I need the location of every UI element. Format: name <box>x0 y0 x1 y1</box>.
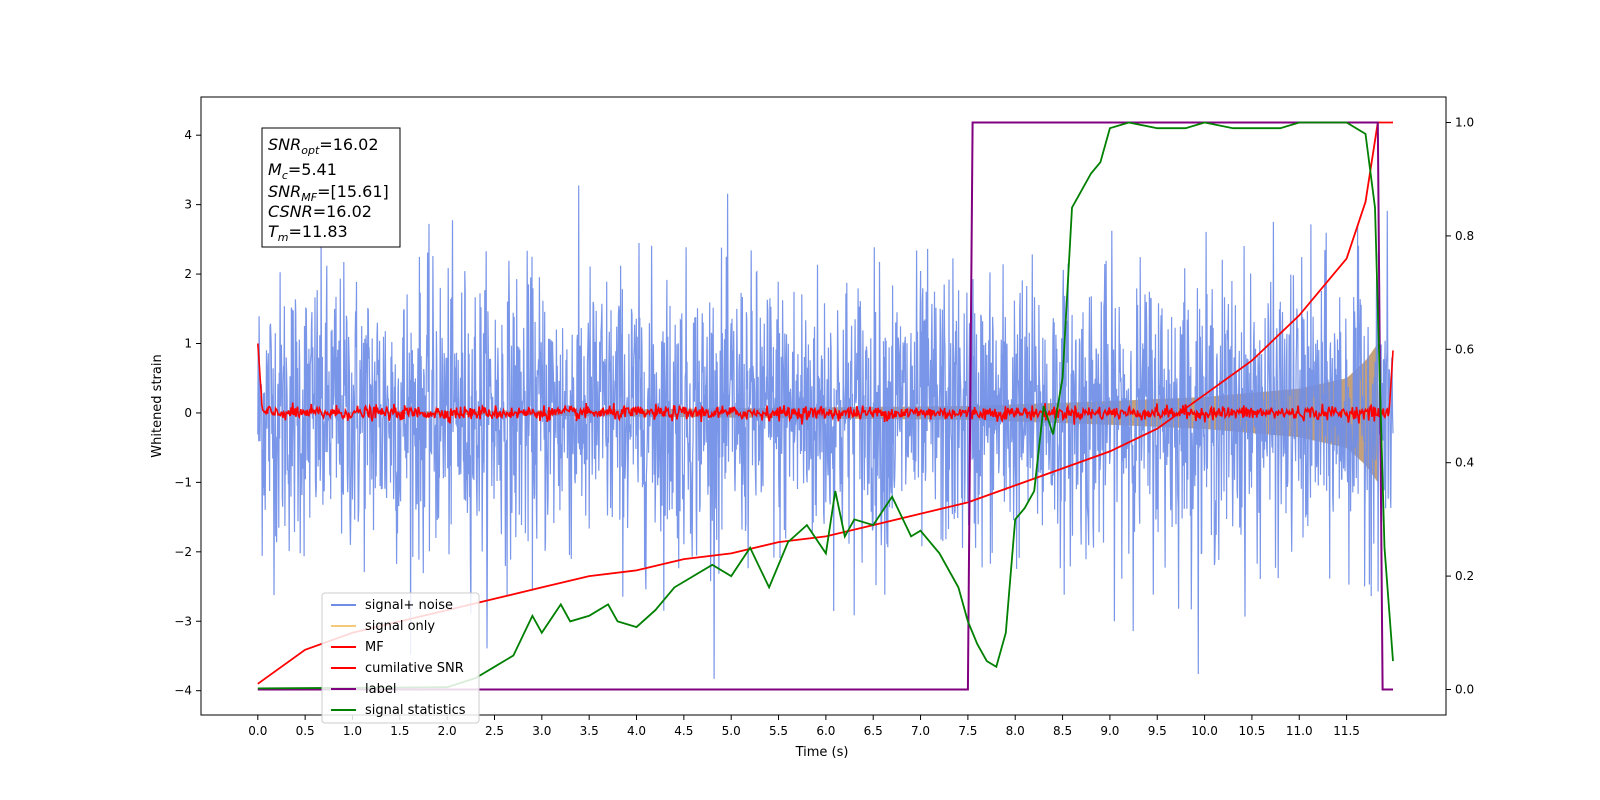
y-axis-left: 4 3 2 1 0 −1 −2 −3 −4 <box>174 128 201 698</box>
y-tick-label: 0 <box>184 406 192 420</box>
y2-tick-label: 1.0 <box>1455 116 1474 130</box>
x-tick-label: 3.0 <box>532 724 551 738</box>
x-tick-label: 2.5 <box>485 724 504 738</box>
y2-tick-label: 0.6 <box>1455 342 1474 356</box>
series-signal-noise <box>257 185 1394 679</box>
x-tick-label: 8.5 <box>1053 724 1072 738</box>
y-tick-label: −1 <box>174 475 192 489</box>
y-tick-label: −4 <box>174 684 192 698</box>
axes-frame <box>200 96 1447 716</box>
x-tick-label: 9.0 <box>1100 724 1119 738</box>
x-tick-label: 6.0 <box>816 724 835 738</box>
x-tick-label: 3.5 <box>580 724 599 738</box>
x-tick-label: 11.5 <box>1333 724 1360 738</box>
x-tick-label: 7.0 <box>911 724 930 738</box>
y2-tick-label: 0.0 <box>1455 682 1474 696</box>
x-tick-label: 1.0 <box>343 724 362 738</box>
x-tick-label: 10.0 <box>1191 724 1218 738</box>
x-tick-label: 7.5 <box>958 724 977 738</box>
annotation-snr-mf: SNRMF=[15.61] <box>268 182 389 204</box>
series-signal-statistics <box>257 121 1394 690</box>
x-tick-label: 0.0 <box>248 724 267 738</box>
x-tick-label: 9.5 <box>1148 724 1167 738</box>
y-tick-label: 1 <box>184 337 192 351</box>
legend-label: label <box>365 682 396 697</box>
legend-label: MF <box>365 640 384 655</box>
x-tick-label: 11.0 <box>1286 724 1313 738</box>
x-tick-label: 6.5 <box>864 724 883 738</box>
legend-label: signal+ noise <box>365 598 453 613</box>
legend-frame <box>321 592 480 724</box>
annotation-mc: Mc=5.41 <box>268 160 337 182</box>
series-mf <box>257 343 1394 425</box>
y2-tick-label: 0.8 <box>1455 229 1474 243</box>
y-axis-right: 1.0 0.8 0.6 0.4 0.2 0.0 <box>1446 116 1474 696</box>
x-tick-label: 5.0 <box>722 724 741 738</box>
annotation-tm: Tm=11.83 <box>268 222 348 244</box>
annotation-box: SNRopt=16.02 Mc=5.41 SNRMF=[15.61] CSNR=… <box>261 127 401 248</box>
y2-tick-label: 0.4 <box>1455 456 1474 470</box>
y-tick-label: 2 <box>184 267 192 281</box>
legend-label: signal statistics <box>365 703 466 718</box>
x-tick-label: 1.5 <box>390 724 409 738</box>
y-tick-label: 4 <box>184 128 192 142</box>
annotation-snr-opt: SNRopt=16.02 <box>268 135 379 157</box>
x-tick-label: 0.5 <box>296 724 315 738</box>
x-tick-label: 5.5 <box>769 724 788 738</box>
y-tick-label: −3 <box>174 614 192 628</box>
x-axis-label: Time (s) <box>795 745 849 760</box>
annotation-csnr: CSNR=16.02 <box>268 202 372 221</box>
annotation-frame <box>261 127 401 248</box>
y-tick-label: −2 <box>174 545 192 559</box>
legend: signal+ noise signal only MF cumilative SNR… <box>321 592 480 724</box>
x-tick-label: 4.0 <box>627 724 646 738</box>
y-tick-label: 3 <box>184 198 192 212</box>
x-tick-label: 2.0 <box>438 724 457 738</box>
x-tick-label: 10.5 <box>1239 724 1266 738</box>
y2-tick-label: 0.2 <box>1455 569 1474 583</box>
x-tick-label: 4.5 <box>674 724 693 738</box>
legend-label: signal only <box>365 619 435 634</box>
x-axis: 0.0 0.5 1.0 1.5 2.0 2.5 3.0 3.5 4.0 4.5 5.0 5.5 6.0 6… <box>248 715 1360 738</box>
legend-label: cumilative SNR <box>365 661 464 676</box>
x-tick-label: 8.0 <box>1006 724 1025 738</box>
series-label <box>257 121 1393 691</box>
y-axis-label: Whitened strain <box>150 354 165 457</box>
